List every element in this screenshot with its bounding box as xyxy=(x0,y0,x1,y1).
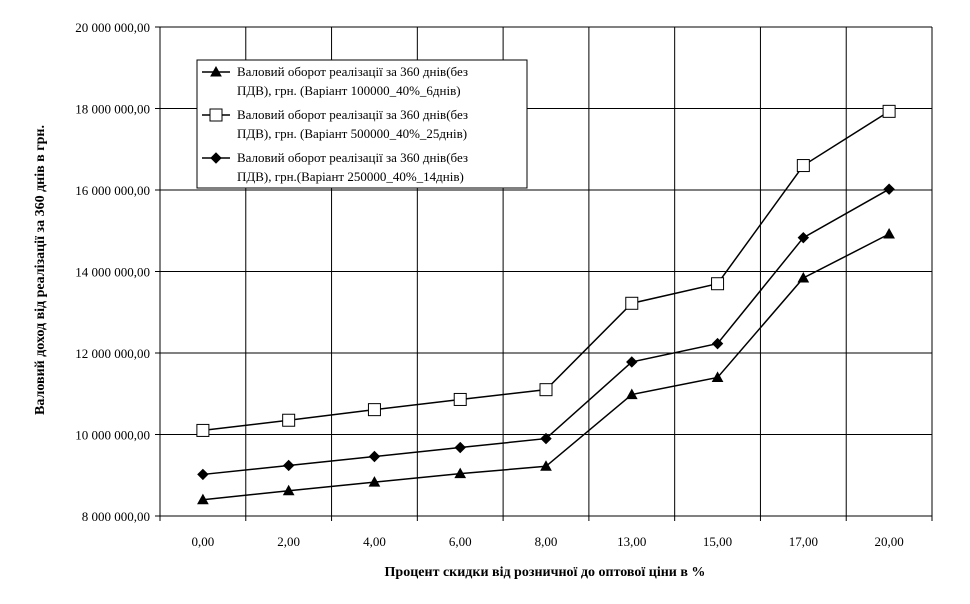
x-tick-label: 8,00 xyxy=(535,534,558,549)
y-tick-label: 18 000 000,00 xyxy=(75,102,150,117)
legend-marker xyxy=(210,65,222,77)
data-point xyxy=(797,231,810,244)
x-tick-labels: 0,00 2,00 4,00 6,00 8,00 13,00 15,00 17,00 20,00 xyxy=(192,534,904,549)
series-3 xyxy=(197,183,895,481)
data-point xyxy=(454,467,467,479)
data-point xyxy=(797,271,810,283)
data-point xyxy=(368,450,381,463)
legend-entry: Валовий оборот реалізації за 360 днів(бе… xyxy=(202,64,468,98)
data-point xyxy=(883,227,895,239)
data-point xyxy=(368,476,381,487)
data-point xyxy=(626,356,638,368)
data-point xyxy=(711,277,725,291)
y-tick-label: 10 000 000,00 xyxy=(75,428,150,443)
data-point xyxy=(453,392,467,406)
data-point xyxy=(540,432,552,445)
data-point xyxy=(367,403,381,417)
series-line xyxy=(202,233,890,501)
legend-entry: Валовий оборот реалізації за 360 днів(бе… xyxy=(202,107,468,141)
legend-entry: Валовий оборот реалізації за 360 днів(бе… xyxy=(202,150,468,184)
data-point xyxy=(197,493,209,505)
legend-marker xyxy=(210,152,222,164)
data-point xyxy=(196,423,210,437)
legend-marker xyxy=(209,108,223,122)
data-point xyxy=(539,383,553,397)
x-tick-label: 13,00 xyxy=(617,534,646,549)
x-tick-label: 4,00 xyxy=(363,534,386,549)
y-axis-title: Валовий доход від реалізації за 360 днів… xyxy=(33,125,48,415)
legend-label: ПДВ), грн. (Варіант 100000_40%_6днів) xyxy=(237,83,461,98)
data-point xyxy=(282,484,295,496)
data-point xyxy=(711,371,724,382)
y-tick-label: 12 000 000,00 xyxy=(75,346,150,361)
x-axis-title: Процент скидки від розничної до оптової … xyxy=(385,565,706,580)
data-point xyxy=(282,413,296,427)
x-tick-label: 0,00 xyxy=(192,534,215,549)
data-point xyxy=(625,388,638,400)
legend-label: ПДВ), грн. (Варіант 500000_40%_25днів) xyxy=(237,126,467,141)
x-tick-label: 2,00 xyxy=(277,534,300,549)
legend: Валовий оборот реалізації за 360 днів(бе… xyxy=(196,59,528,189)
data-point xyxy=(883,183,895,195)
legend-label: Валовий оборот реалізації за 360 днів(бе… xyxy=(237,64,468,79)
data-point xyxy=(454,441,466,454)
data-point xyxy=(796,159,810,173)
series-line xyxy=(202,188,890,476)
series-2 xyxy=(196,104,896,437)
y-tick-labels: 8 000 000,00 10 000 000,00 12 000 000,00 14… xyxy=(75,20,150,524)
legend-label: Валовий оборот реалізації за 360 днів(бе… xyxy=(237,150,468,165)
x-tick-label: 6,00 xyxy=(449,534,472,549)
y-tick-label: 16 000 000,00 xyxy=(75,183,150,198)
data-point xyxy=(540,460,552,471)
legend-label: ПДВ), грн.(Варіант 250000_40%_14днів) xyxy=(237,169,464,184)
data-point xyxy=(197,468,209,481)
legend-box xyxy=(196,59,528,189)
y-tick-label: 20 000 000,00 xyxy=(75,20,150,35)
data-point xyxy=(625,296,639,310)
legend-label: Валовий оборот реалізації за 360 днів(бе… xyxy=(237,107,468,122)
data-point xyxy=(282,459,295,472)
y-tick-label: 14 000 000,00 xyxy=(75,265,150,280)
series-1 xyxy=(197,227,895,505)
y-tick-label: 8 000 000,00 xyxy=(82,509,150,524)
data-point xyxy=(882,104,896,118)
series-layer xyxy=(196,104,896,505)
x-tick-label: 20,00 xyxy=(874,534,903,549)
data-point xyxy=(711,337,724,350)
x-tick-label: 15,00 xyxy=(703,534,732,549)
x-tick-label: 17,00 xyxy=(789,534,818,549)
